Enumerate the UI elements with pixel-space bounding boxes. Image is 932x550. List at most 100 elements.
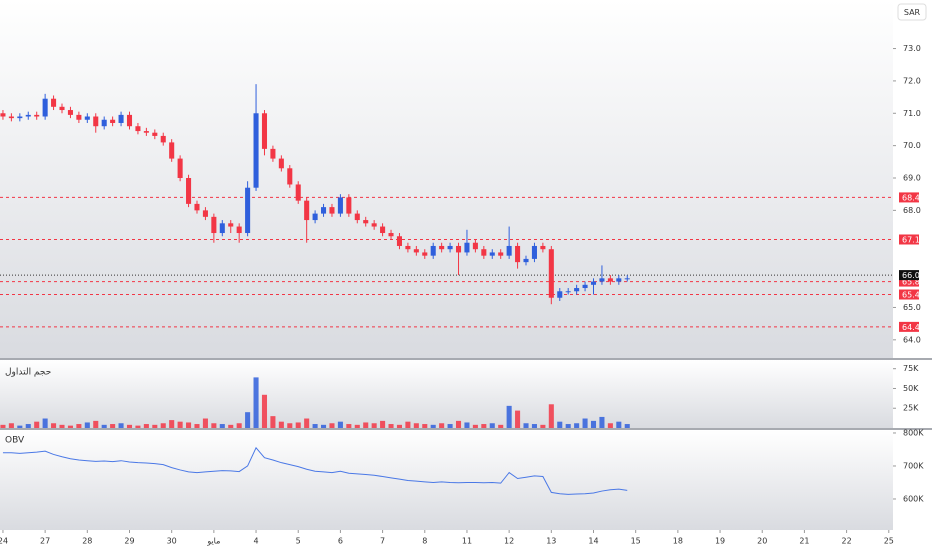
y-tick-label: 25K xyxy=(903,404,919,413)
volume-bar xyxy=(565,424,571,428)
candle-body xyxy=(118,114,124,123)
level-label: 65.8 xyxy=(902,278,920,287)
volume-bar xyxy=(186,422,192,428)
currency: SAR xyxy=(904,8,921,17)
y-tick-label: 69.0 xyxy=(903,174,921,183)
candle-body xyxy=(523,258,529,263)
candle-body xyxy=(354,213,360,221)
x-tick-label: 7 xyxy=(380,537,385,546)
candle-body xyxy=(177,158,183,178)
volume-bar xyxy=(287,423,293,428)
price-pane xyxy=(0,0,893,358)
candle-body xyxy=(135,126,141,132)
y-tick-label: 65.0 xyxy=(903,303,921,312)
volume-bar xyxy=(548,404,554,428)
volume-bar xyxy=(498,424,504,428)
volume-bar xyxy=(84,422,90,428)
volume-bar xyxy=(194,424,200,428)
candle-body xyxy=(67,110,73,115)
volume-bar xyxy=(354,424,360,428)
candle-body xyxy=(363,220,369,224)
volume-bar xyxy=(295,422,301,428)
candle-body xyxy=(304,200,310,221)
y-tick-label: 700K xyxy=(903,461,924,470)
candle-body xyxy=(515,245,521,263)
candle-body xyxy=(371,223,377,227)
volume-bar xyxy=(574,423,580,428)
currency-box[interactable] xyxy=(897,3,927,21)
last-price-box xyxy=(899,270,919,281)
x-tick-label: 11 xyxy=(462,537,472,546)
volume-title: حجم التداول xyxy=(5,368,51,378)
x-tick-label: 5 xyxy=(296,537,301,546)
volume-bar xyxy=(472,424,478,428)
level-label-box xyxy=(899,289,919,300)
volume-bar xyxy=(624,424,630,428)
volume-bar xyxy=(413,423,419,428)
y-tick-label: 70.0 xyxy=(903,141,921,150)
x-tick-label: 18 xyxy=(673,537,683,546)
candle-body xyxy=(531,245,537,259)
x-tick-label: 15 xyxy=(631,537,641,546)
volume-bar xyxy=(143,424,149,428)
candle-body xyxy=(59,106,65,111)
candle-body xyxy=(101,119,107,127)
level-label-box xyxy=(899,234,919,245)
x-tick-label: 22 xyxy=(842,537,852,546)
x-tick-label: 6 xyxy=(338,537,343,546)
candle-body xyxy=(346,197,352,214)
level-label: 65.4 xyxy=(902,291,920,300)
candle-body xyxy=(464,242,470,253)
candle-body xyxy=(498,252,504,256)
x-tick-label: 19 xyxy=(715,537,725,546)
candle-body xyxy=(143,131,149,133)
obv-line xyxy=(2,446,628,495)
candle-body xyxy=(388,233,394,237)
candle-body xyxy=(430,245,436,256)
volume-bar xyxy=(202,418,208,428)
candle-body xyxy=(287,168,293,185)
candle-body xyxy=(42,98,48,117)
volume-bar xyxy=(439,423,445,428)
candle-body xyxy=(557,291,563,298)
level-label: 64.4 xyxy=(902,323,920,332)
candle-body xyxy=(194,203,200,211)
x-tick-label: 4 xyxy=(253,537,258,546)
candle-body xyxy=(76,114,82,120)
volume-bar xyxy=(329,423,335,428)
volume-bar xyxy=(152,424,158,428)
volume-bar xyxy=(110,424,116,428)
volume-bar xyxy=(321,424,327,428)
x-tick-label: 30 xyxy=(167,537,177,546)
x-tick-label: 24 xyxy=(0,537,8,546)
candle-body xyxy=(337,197,343,214)
candle-body xyxy=(616,278,622,282)
volume-bar xyxy=(25,424,31,428)
candle-body xyxy=(169,142,175,159)
x-tick-label: 20 xyxy=(757,537,767,546)
candle-body xyxy=(186,178,192,204)
candle-body xyxy=(455,245,462,253)
candle-body xyxy=(261,113,268,149)
level-label-box xyxy=(899,192,919,203)
candle-body xyxy=(506,245,512,256)
obv-pane xyxy=(0,430,893,530)
volume-bar xyxy=(422,424,428,428)
volume-bar xyxy=(76,424,82,428)
candle-body xyxy=(489,252,495,256)
candle-body xyxy=(396,236,402,246)
volume-bar xyxy=(17,425,23,428)
level-label: 68.4 xyxy=(902,193,920,202)
candle-body xyxy=(0,113,6,117)
x-tick-label: 21 xyxy=(799,537,809,546)
candle-body xyxy=(582,284,588,289)
y-tick-label: 600K xyxy=(903,494,924,503)
candle-body xyxy=(607,278,613,282)
volume-bar xyxy=(464,422,470,428)
volume-bar xyxy=(101,424,107,428)
volume-bar xyxy=(430,424,436,428)
volume-bar xyxy=(346,424,352,428)
volume-bar xyxy=(219,424,225,428)
y-tick-label: 64.0 xyxy=(903,335,921,344)
